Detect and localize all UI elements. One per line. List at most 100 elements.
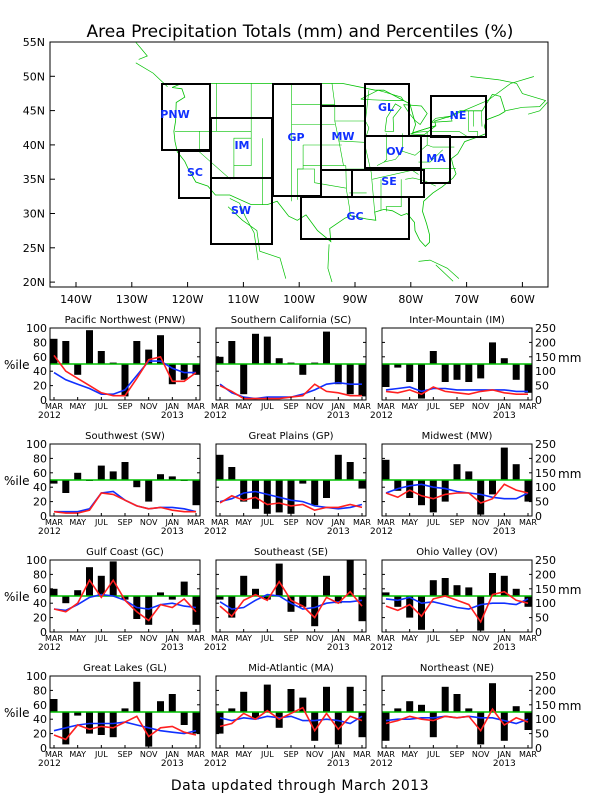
percentile-bar [97, 465, 105, 480]
month-label: MAR [353, 750, 371, 759]
month-label: NOV [306, 634, 324, 643]
pct-tick-label: 60 [33, 467, 47, 480]
pct-tick-label: 60 [33, 351, 47, 364]
region-label: PNW [160, 108, 189, 121]
coastline-fragment [135, 42, 148, 60]
state-border [338, 140, 365, 143]
panel-title: Ohio Valley (OV) [416, 547, 498, 558]
percentile-bar [406, 364, 414, 382]
month-label: MAY [401, 518, 418, 527]
percentile-bar [524, 480, 532, 502]
percentile-bar [489, 342, 496, 364]
state-border [199, 131, 231, 180]
percentile-bar [228, 467, 236, 480]
month-label: NOV [140, 634, 158, 643]
precip-mm-line [53, 354, 197, 397]
percentile-bar [418, 480, 425, 506]
pct-tick-label: 40 [33, 597, 47, 610]
percentile-bar [382, 592, 390, 596]
month-label: MAR [45, 750, 63, 759]
month-label: JAN [496, 518, 511, 527]
mm-tick-label: 150 [535, 699, 556, 712]
percentile-bar [145, 480, 153, 502]
pct-tick-label: 0 [40, 626, 47, 639]
month-label: NOV [306, 750, 324, 759]
normal-mm-line [385, 483, 529, 500]
month-label: SEP [118, 402, 133, 411]
percentile-bar [429, 480, 437, 513]
pct-tick-label: 20 [33, 728, 47, 741]
normal-mm-line [53, 360, 196, 396]
percentile-bar [500, 575, 508, 596]
region-label: GC [346, 210, 363, 223]
state-border [383, 131, 428, 163]
percentile-bar [477, 364, 485, 379]
percentile-bar [334, 364, 342, 385]
month-label: JAN [164, 402, 179, 411]
percentile-bar [512, 364, 520, 380]
percentile-bar [394, 364, 402, 368]
percentile-bar [228, 596, 236, 618]
percentile-bar [74, 472, 82, 480]
lon-label: 130W [116, 293, 148, 306]
percentile-bar [252, 333, 259, 364]
month-label: JAN [496, 402, 511, 411]
month-label: JAN [330, 518, 345, 527]
panel-5: Great Plains (GP)MAR MAY JUL SEP NOV JAN MAR20… [204, 431, 371, 537]
percentile-bar [500, 447, 508, 480]
precip-mm-line [385, 707, 529, 733]
month-label: MAR [519, 518, 537, 527]
percentile-bar [512, 588, 520, 596]
month-label: JAN [164, 518, 179, 527]
month-label: JUL [426, 402, 440, 411]
percentile-bar [418, 364, 425, 399]
month-label: NOV [472, 518, 490, 527]
percentile-bar [346, 560, 354, 596]
month-label: JUL [260, 518, 274, 527]
region-label: GP [287, 131, 304, 144]
year-label-mid: 2013 [161, 411, 184, 421]
percentile-bar [50, 338, 58, 364]
month-label: MAR [211, 402, 229, 411]
coastline-fragment [229, 198, 259, 261]
year-label-start: 2012 [38, 411, 61, 421]
month-label: JAN [496, 634, 511, 643]
mm-tick-label: 50 [535, 612, 549, 625]
coastline-fragment [470, 76, 500, 81]
percentile-bar [323, 480, 330, 498]
mm-tick-label: 150 [535, 351, 556, 364]
percentile-bar [145, 712, 153, 747]
percentile-bar [263, 596, 271, 600]
mm-tick-label: 100 [535, 713, 556, 726]
month-label: NOV [472, 402, 490, 411]
month-label: MAR [377, 750, 395, 759]
percentile-bar [216, 596, 224, 600]
percentile-bar [334, 596, 342, 604]
mm-tick-label: 200 [535, 452, 556, 465]
month-label: SEP [118, 634, 133, 643]
year-label-mid: 2013 [493, 527, 516, 537]
percentile-bar [489, 683, 496, 712]
percentile-bar [346, 686, 354, 712]
month-label: MAR [45, 518, 63, 527]
mm-tick-label: 0 [535, 742, 542, 755]
month-label: MAY [401, 634, 418, 643]
month-label: SEP [450, 750, 465, 759]
percentile-bar [465, 364, 473, 382]
region-label: GL [378, 101, 394, 114]
percentile-bar [275, 563, 283, 596]
lat-label: 45N [23, 105, 45, 118]
region-label: SW [231, 204, 251, 217]
percentile-bar [168, 694, 176, 712]
panel-title: Southwest (SW) [85, 431, 165, 442]
month-label: MAR [187, 402, 205, 411]
percentile-bar [121, 708, 129, 712]
precip-mm-line [219, 580, 363, 619]
percentile-bar [263, 684, 271, 712]
year-label-mid: 2013 [493, 643, 516, 653]
percentile-bar [180, 712, 188, 725]
percentile-bar [97, 575, 105, 596]
pct-tick-label: 80 [33, 336, 47, 349]
percentile-bar [465, 587, 473, 596]
